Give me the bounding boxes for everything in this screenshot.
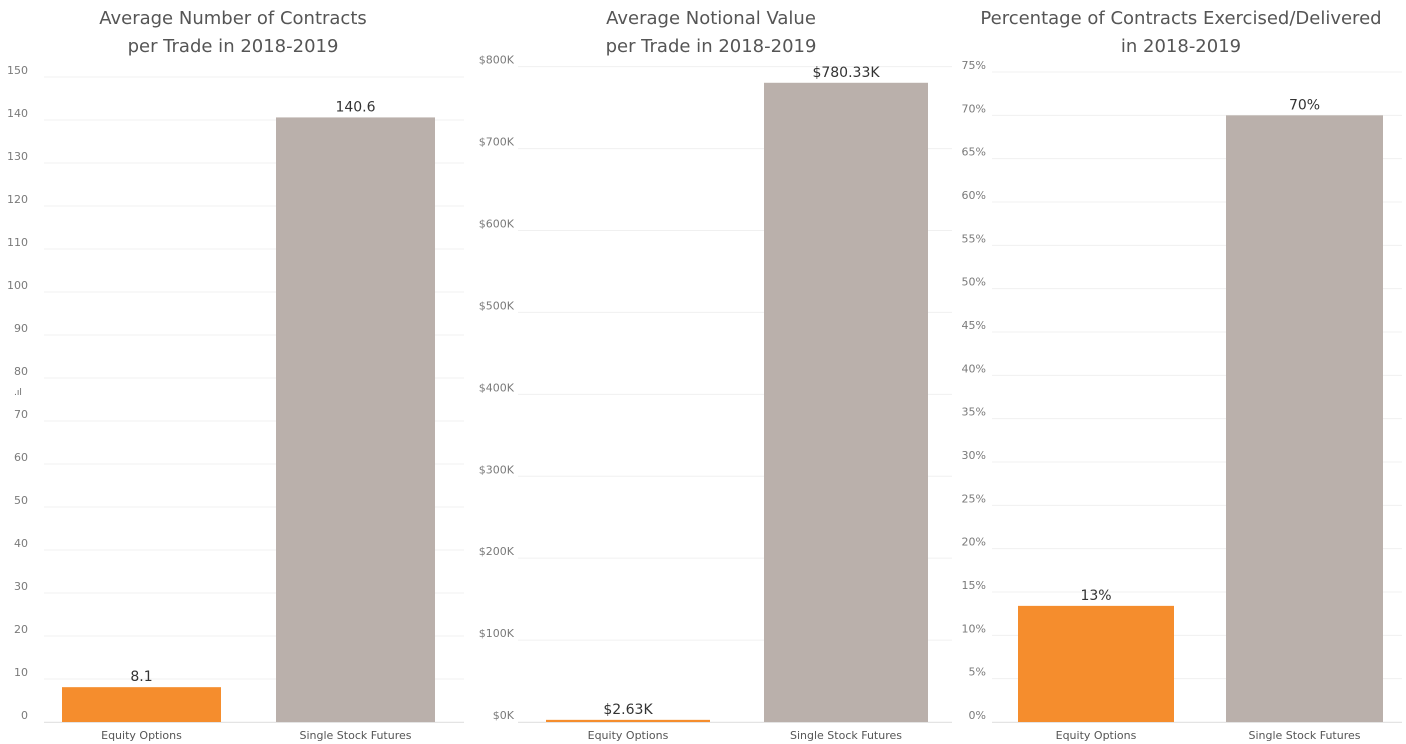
y-tick-label: 25% bbox=[962, 492, 986, 505]
chart-title-line-0: Percentage of Contracts Exercised/Delive… bbox=[980, 8, 1381, 29]
y-tick-label: $600K bbox=[479, 218, 515, 231]
bar-equity-options[interactable] bbox=[546, 719, 710, 722]
chart-title-line-0: Average Number of Contracts bbox=[99, 8, 367, 29]
y-tick-label: 130 bbox=[7, 150, 28, 163]
chart-pct-exercised: Percentage of Contracts Exercised/Delive… bbox=[962, 8, 1402, 742]
y-tick-label: 15% bbox=[962, 579, 986, 592]
y-tick-label: 45% bbox=[962, 319, 986, 332]
y-tick-label: 65% bbox=[962, 146, 986, 159]
chart-avg-contracts: Average Number of Contracts per Trade in … bbox=[7, 8, 464, 742]
y-tick-label: 40 bbox=[14, 537, 28, 550]
bar-value-label: 140.6 bbox=[335, 99, 375, 115]
bar-chart-icon: .ıl bbox=[14, 388, 22, 398]
x-category-label: Equity Options bbox=[101, 729, 182, 742]
y-tick-label: 10% bbox=[962, 622, 986, 635]
x-category-label: Equity Options bbox=[1056, 729, 1137, 742]
bar-value-label: 8.1 bbox=[130, 669, 152, 685]
y-tick-label: 60% bbox=[962, 189, 986, 202]
chart-title-line-1: in 2018-2019 bbox=[1121, 36, 1241, 57]
y-tick-label: 40% bbox=[962, 362, 986, 375]
bar-value-label: $780.33K bbox=[812, 65, 880, 81]
x-category-label: Single Stock Futures bbox=[790, 729, 902, 742]
y-tick-label: 80 bbox=[14, 365, 28, 378]
y-tick-label: 150 bbox=[7, 64, 28, 77]
chart-title-line-0: Average Notional Value bbox=[606, 8, 816, 29]
y-tick-label: 100 bbox=[7, 279, 28, 292]
bar-single-stock-futures[interactable] bbox=[1226, 115, 1383, 723]
y-tick-label: $0K bbox=[493, 709, 515, 722]
y-tick-label: 20 bbox=[14, 623, 28, 636]
chart-title-line-1: per Trade in 2018-2019 bbox=[606, 36, 817, 57]
y-tick-label: 30% bbox=[962, 449, 986, 462]
x-category-label: Equity Options bbox=[588, 729, 669, 742]
bar-single-stock-futures[interactable] bbox=[764, 82, 928, 722]
y-tick-label: 70% bbox=[962, 102, 986, 115]
y-tick-label: $100K bbox=[479, 627, 515, 640]
y-tick-label: 140 bbox=[7, 107, 28, 120]
bar-equity-options[interactable] bbox=[62, 687, 221, 722]
bar-single-stock-futures[interactable] bbox=[276, 117, 435, 723]
bar-value-label: 13% bbox=[1080, 588, 1111, 604]
y-tick-label: 35% bbox=[962, 406, 986, 419]
y-tick-label: $200K bbox=[479, 545, 515, 558]
y-tick-label: $300K bbox=[479, 463, 515, 476]
y-tick-label: 60 bbox=[14, 451, 28, 464]
y-tick-label: 50% bbox=[962, 276, 986, 289]
y-tick-label: 110 bbox=[7, 236, 28, 249]
y-tick-label: 55% bbox=[962, 232, 986, 245]
y-tick-label: 20% bbox=[962, 536, 986, 549]
y-tick-label: $700K bbox=[479, 136, 515, 149]
y-tick-label: 70 bbox=[14, 408, 28, 421]
bar-equity-options[interactable] bbox=[1018, 605, 1174, 722]
y-tick-label: 0 bbox=[21, 709, 28, 722]
bar-value-label: $2.63K bbox=[603, 702, 653, 718]
y-tick-label: 75% bbox=[962, 59, 986, 72]
chart-avg-notional: Average Notional Value per Trade in 2018-… bbox=[479, 8, 952, 742]
y-tick-label: 30 bbox=[14, 580, 28, 593]
x-category-label: Single Stock Futures bbox=[1248, 729, 1360, 742]
y-tick-label: $500K bbox=[479, 299, 515, 312]
y-tick-label: 5% bbox=[969, 666, 986, 679]
y-tick-label: $400K bbox=[479, 381, 515, 394]
bar-value-label: 70% bbox=[1289, 97, 1320, 113]
y-tick-label: 50 bbox=[14, 494, 28, 507]
y-tick-label: 10 bbox=[14, 666, 28, 679]
y-tick-label: $800K bbox=[479, 54, 515, 67]
y-tick-label: 120 bbox=[7, 193, 28, 206]
y-tick-label: 90 bbox=[14, 322, 28, 335]
y-tick-label: 0% bbox=[969, 709, 986, 722]
x-category-label: Single Stock Futures bbox=[299, 729, 411, 742]
chart-title-line-1: per Trade in 2018-2019 bbox=[128, 36, 339, 57]
